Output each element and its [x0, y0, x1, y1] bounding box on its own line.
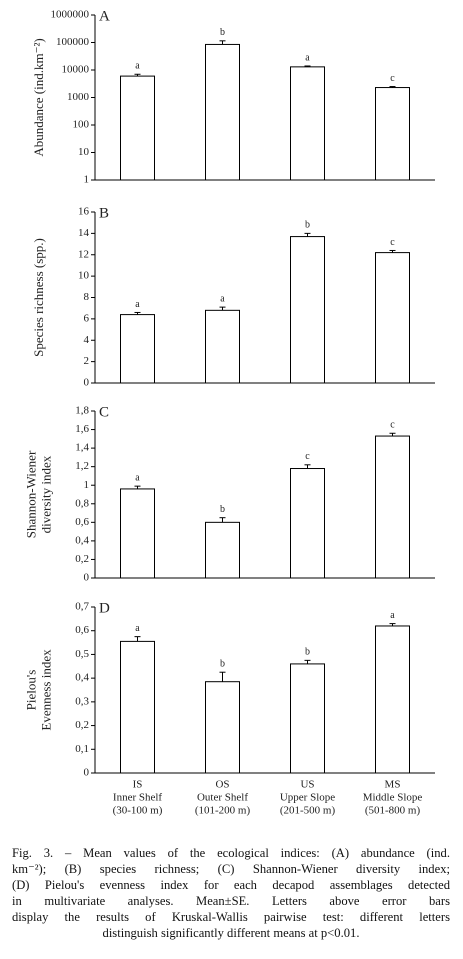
y-tick-label: 4 — [84, 334, 90, 346]
y-tick-label: 100 — [73, 119, 90, 131]
y-tick-label: 16 — [78, 206, 90, 218]
x-tick-label: MS — [385, 779, 401, 791]
y-tick-label: 6 — [84, 312, 90, 324]
significance-letter: a — [135, 472, 140, 483]
y-tick-label: 0,4 — [75, 672, 89, 684]
significance-letter: c — [390, 420, 395, 431]
y-tick-label: 0,4 — [75, 534, 89, 546]
y-axis-label: Species richness (spp.) — [31, 238, 46, 357]
y-axis-label: diversity index — [38, 455, 53, 533]
y-tick-label: 1 — [84, 174, 90, 186]
bar — [290, 663, 325, 774]
y-tick-label: 0,8 — [75, 497, 89, 509]
caption-line: Fig. 3. – Mean values of the ecological … — [12, 846, 450, 860]
y-tick-label: 1,4 — [75, 442, 89, 454]
bar — [205, 43, 240, 181]
significance-letter: a — [390, 610, 395, 621]
caption-line: in multivariate analyses. Mean±SE. Lette… — [12, 894, 450, 908]
x-tick-label: US — [300, 779, 314, 791]
category-name: Inner Shelf — [113, 792, 163, 804]
y-tick-label: 1000 — [67, 91, 90, 103]
y-tick-label: 0,7 — [75, 601, 89, 613]
bar — [120, 314, 155, 384]
panel-label: A — [99, 8, 110, 24]
bar — [120, 640, 155, 774]
bar — [375, 252, 410, 384]
y-tick-label: 14 — [78, 227, 90, 239]
y-tick-label: 1000000 — [51, 9, 90, 21]
significance-letter: c — [305, 451, 310, 462]
significance-letter: a — [135, 623, 140, 634]
y-tick-label: 0,5 — [75, 648, 89, 660]
significance-letter: b — [305, 647, 310, 658]
y-axis-label: Pielou's — [23, 670, 38, 711]
significance-letter: a — [135, 61, 140, 72]
y-tick-label: 0,3 — [75, 695, 89, 707]
bar — [375, 625, 410, 774]
significance-letter: b — [220, 27, 225, 38]
y-tick-label: 0,6 — [75, 624, 89, 636]
y-tick-label: 2 — [84, 355, 90, 367]
y-tick-label: 0 — [84, 767, 90, 779]
category-depth: (201-500 m) — [280, 805, 336, 817]
significance-letter: a — [135, 299, 140, 310]
significance-letter: c — [390, 73, 395, 84]
y-tick-label: 12 — [78, 248, 89, 260]
panel-label: B — [99, 205, 109, 221]
y-tick-label: 10 — [78, 146, 90, 158]
y-tick-label: 1 — [84, 479, 90, 491]
y-tick-label: 0,2 — [75, 553, 89, 565]
significance-letter: a — [305, 52, 310, 63]
y-tick-label: 0,6 — [75, 516, 89, 528]
category-depth: (30-100 m) — [113, 805, 163, 817]
significance-letter: a — [220, 293, 225, 304]
bar — [290, 468, 325, 579]
bar — [205, 681, 240, 774]
category-name: Upper Slope — [280, 792, 335, 804]
bar — [120, 75, 155, 181]
category-depth: (501-800 m) — [365, 805, 421, 817]
y-axis-label: Abundance (ind.km⁻²) — [31, 38, 46, 156]
y-tick-label: 1,8 — [75, 405, 89, 417]
bar — [290, 66, 325, 181]
caption-line: display the results of Kruskal-Wallis pa… — [12, 910, 450, 924]
category-name: Outer Shelf — [197, 792, 248, 804]
y-tick-label: 0,1 — [75, 743, 89, 755]
category-depth: (101-200 m) — [195, 805, 251, 817]
bar — [290, 236, 325, 384]
significance-letter: b — [220, 504, 225, 515]
category-name: Middle Slope — [363, 792, 423, 804]
caption-line: distinguish significantly different mean… — [102, 926, 360, 940]
y-tick-label: 1,2 — [75, 460, 89, 472]
x-tick-label: OS — [215, 779, 229, 791]
significance-letter: c — [390, 237, 395, 248]
bar — [375, 435, 410, 579]
caption: Fig. 3. – Mean values of the ecological … — [12, 845, 450, 941]
bar — [120, 488, 155, 579]
y-tick-label: 8 — [84, 291, 90, 303]
bar — [375, 87, 410, 181]
significance-letter: b — [220, 659, 225, 670]
y-tick-label: 10000 — [62, 64, 90, 76]
bar — [205, 309, 240, 384]
caption-line: (D) Pielou's evenness index for each dec… — [12, 878, 450, 892]
caption-line: km⁻²); (B) species richness; (C) Shannon… — [12, 862, 450, 876]
y-tick-label: 10 — [78, 270, 90, 282]
bar — [205, 521, 240, 579]
panel-label: C — [99, 404, 109, 420]
y-tick-label: 0 — [84, 377, 90, 389]
significance-letter: b — [305, 220, 310, 231]
y-tick-label: 100000 — [56, 36, 90, 48]
y-axis-label: Evenness index — [38, 649, 53, 731]
y-tick-label: 0 — [84, 572, 90, 584]
y-tick-label: 1,6 — [75, 423, 89, 435]
panel-label: D — [99, 600, 110, 616]
y-tick-label: 0,2 — [75, 719, 89, 731]
x-tick-label: IS — [133, 779, 143, 791]
y-axis-label: Shannon-Wiener — [23, 450, 38, 538]
